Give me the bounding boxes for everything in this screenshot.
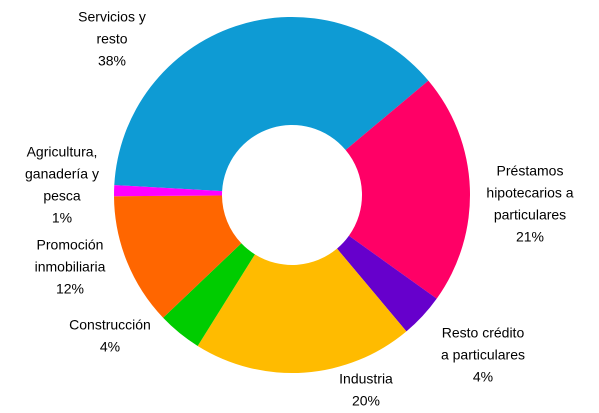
slice-label: Resto crédito	[442, 325, 525, 341]
slice	[114, 185, 223, 197]
slice-label: inmobiliaria	[35, 259, 106, 275]
slice	[197, 248, 407, 373]
slice	[163, 243, 255, 346]
slice	[114, 195, 242, 318]
value-label: 21%	[516, 229, 544, 245]
slice-label: Industria	[339, 371, 393, 387]
value-label: 38%	[98, 53, 126, 69]
slice-label: Construcción	[69, 317, 151, 333]
slice	[114, 17, 429, 192]
slice-label: resto	[96, 31, 127, 47]
slice-label: pesca	[43, 188, 81, 204]
slice	[336, 235, 437, 332]
slice-label: particulares	[494, 207, 566, 223]
slice-label: Servicios y	[78, 9, 146, 25]
slice-label: ganadería y	[25, 166, 99, 182]
slice	[345, 80, 470, 299]
value-label: 1%	[52, 210, 72, 226]
slice-label: Promoción	[37, 237, 104, 253]
slice-label: a particulares	[441, 347, 525, 363]
slice-label: Agricultura,	[27, 144, 98, 160]
slice-label: Préstamos	[497, 163, 564, 179]
value-label: 12%	[56, 281, 84, 297]
value-label: 20%	[352, 393, 380, 409]
slice-label: hipotecarios a	[486, 185, 573, 201]
value-label: 4%	[100, 339, 120, 355]
value-label: 4%	[473, 369, 493, 385]
